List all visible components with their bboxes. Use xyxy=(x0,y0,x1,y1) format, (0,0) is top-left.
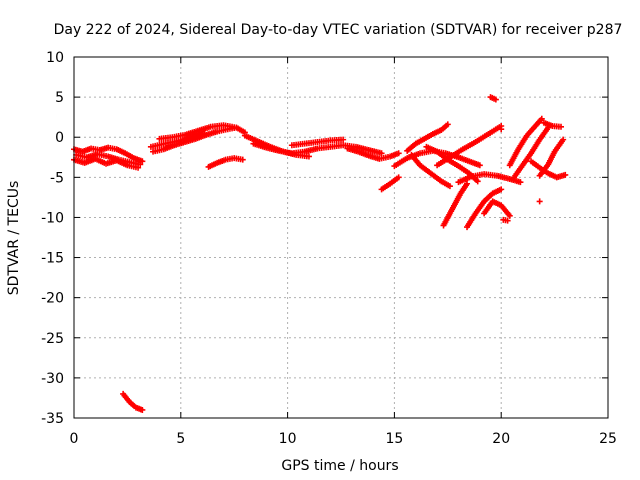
data-point xyxy=(137,161,144,168)
series-arc-4 xyxy=(147,130,208,150)
series-arc-26 xyxy=(487,94,499,103)
series-arc-13 xyxy=(408,151,453,190)
y-tick-label: -15 xyxy=(41,251,64,267)
y-tick-label: -5 xyxy=(50,170,64,186)
data-point xyxy=(340,136,347,143)
y-tick-label: 0 xyxy=(55,130,64,146)
x-axis-ticks: 0 5 10 15 20 25 xyxy=(70,57,617,447)
y-axis-ticks: 10 5 0 -5 -10 -15 -20 -25 -30 -35 xyxy=(41,50,608,427)
data-point xyxy=(464,180,471,187)
series-arc-22 xyxy=(511,124,552,181)
y-tick-label: -20 xyxy=(41,291,64,307)
data-point xyxy=(504,217,511,224)
data-point xyxy=(395,174,402,181)
x-tick-label: 15 xyxy=(385,431,403,447)
chart-title: Day 222 of 2024, Sidereal Day-to-day VTE… xyxy=(54,22,623,38)
x-tick-label: 5 xyxy=(176,431,185,447)
data-point xyxy=(446,183,453,190)
plot-frame xyxy=(73,56,609,419)
series-arc-21 xyxy=(506,115,545,169)
series-arc-3 xyxy=(156,122,248,142)
data-point xyxy=(476,162,483,169)
data-point xyxy=(538,115,545,122)
data-point xyxy=(506,212,513,219)
data-point xyxy=(378,150,385,157)
y-tick-label: -30 xyxy=(41,371,64,387)
y-tick-label: -35 xyxy=(41,411,64,427)
data-point xyxy=(517,179,524,186)
series-arc-29 xyxy=(120,390,146,413)
y-tick-label: -10 xyxy=(41,210,64,226)
x-tick-label: 25 xyxy=(599,431,617,447)
data-points xyxy=(71,94,569,413)
data-point xyxy=(536,198,543,205)
data-point xyxy=(558,123,565,130)
series-arc-25 xyxy=(540,119,565,130)
series-arc-6 xyxy=(241,132,312,160)
y-tick-label: 10 xyxy=(46,50,64,66)
data-point xyxy=(305,153,312,160)
series-arc-12 xyxy=(404,121,451,154)
series-arc-5 xyxy=(205,155,246,170)
data-point xyxy=(444,121,451,128)
x-axis-label: GPS time / hours xyxy=(281,458,398,474)
series-arc-1c xyxy=(73,151,144,168)
series-arc-27 xyxy=(498,126,505,133)
data-point xyxy=(139,406,146,413)
x-tick-label: 20 xyxy=(492,431,510,447)
series-arc-9 xyxy=(344,145,402,162)
data-point xyxy=(474,178,481,185)
series-arc-28 xyxy=(536,198,543,205)
y-tick-label: 5 xyxy=(55,90,64,106)
series-arc-18 xyxy=(464,186,505,231)
series-arc-10 xyxy=(378,174,402,193)
data-point xyxy=(492,96,499,103)
series-arc-16 xyxy=(440,180,471,229)
data-point xyxy=(560,136,567,143)
grid-lines xyxy=(74,57,608,418)
data-point xyxy=(395,150,402,157)
data-point xyxy=(201,130,208,137)
data-point xyxy=(498,126,505,133)
series-arc-17 xyxy=(455,171,524,186)
series-arc-24 xyxy=(536,136,567,179)
data-point xyxy=(239,156,246,163)
x-tick-label: 0 xyxy=(70,431,79,447)
series-arc-19 xyxy=(481,198,513,219)
data-point xyxy=(562,171,569,178)
data-point xyxy=(498,186,505,193)
y-axis-label: SDTVAR / TECUs xyxy=(6,181,22,296)
data-point xyxy=(139,158,146,165)
series-arc-15 xyxy=(434,122,505,169)
series-arc-20 xyxy=(500,216,511,224)
series-arc-8 xyxy=(288,136,347,149)
y-tick-label: -25 xyxy=(41,331,64,347)
x-tick-label: 10 xyxy=(279,431,297,447)
